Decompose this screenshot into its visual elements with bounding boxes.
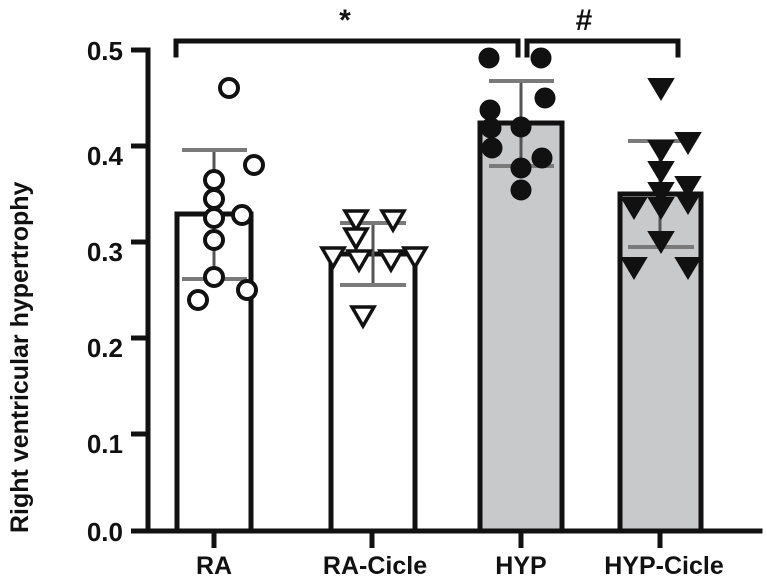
significance-bracket-hash xyxy=(524,38,681,58)
y-axis-title: Right ventricular hypertrophy xyxy=(6,181,34,533)
data-point-hyp-cicle[interactable] xyxy=(647,78,675,101)
data-point-hyp[interactable] xyxy=(510,179,532,201)
x-axis-category-labels: RA RA-Cicle HYP HYP-Cicle xyxy=(196,552,724,579)
data-point-hyp-cicle[interactable] xyxy=(647,182,675,205)
y-tick-label-0.2: 0.2 xyxy=(87,333,123,363)
points-hyp-cicle xyxy=(620,78,702,280)
category-label-ra-cicle: RA-Cicle xyxy=(323,552,427,579)
data-point-hyp-cicle[interactable] xyxy=(674,176,702,199)
data-point-ra[interactable] xyxy=(243,154,265,176)
data-point-ra[interactable] xyxy=(203,169,225,191)
data-point-hyp-cicle[interactable] xyxy=(647,197,675,220)
data-point-hyp-cicle[interactable] xyxy=(647,140,675,163)
data-point-hyp[interactable] xyxy=(481,137,503,159)
category-label-hyp: HYP xyxy=(495,552,546,579)
points-ra-cicle xyxy=(318,209,430,330)
data-point-hyp-cicle[interactable] xyxy=(674,132,702,155)
points-ra xyxy=(187,77,265,311)
y-tick-label-0.5: 0.5 xyxy=(87,36,123,66)
bar-ra-cicle[interactable] xyxy=(328,251,418,534)
data-point-hyp[interactable] xyxy=(530,47,552,69)
y-tick-label-0.4: 0.4 xyxy=(87,141,124,171)
data-point-ra[interactable] xyxy=(203,229,225,251)
data-point-hyp[interactable] xyxy=(480,117,502,139)
data-point-hyp[interactable] xyxy=(510,157,532,179)
data-point-hyp-cicle[interactable] xyxy=(620,257,648,280)
y-axis-tick-labels: 0.5 0.4 0.3 0.2 0.1 0.0 xyxy=(87,36,124,547)
data-point-hyp-cicle[interactable] xyxy=(647,161,675,184)
points-hyp xyxy=(478,47,556,201)
category-label-hyp-cicle: HYP-Cicle xyxy=(604,552,724,579)
data-point-ra-cicle[interactable] xyxy=(318,246,348,271)
data-point-ra-cicle[interactable] xyxy=(378,209,408,234)
significance-label-hash: # xyxy=(576,4,593,37)
data-point-hyp[interactable] xyxy=(478,47,500,69)
data-point-ra-cicle[interactable] xyxy=(341,209,371,234)
data-point-hyp-cicle[interactable] xyxy=(674,192,702,215)
data-point-hyp-cicle[interactable] xyxy=(647,231,675,254)
significance-bracket-star xyxy=(173,38,521,58)
data-point-ra[interactable] xyxy=(231,204,253,226)
data-point-ra[interactable] xyxy=(203,188,225,210)
data-point-ra[interactable] xyxy=(236,279,258,301)
significance-brackets: * # xyxy=(173,4,681,58)
data-point-ra[interactable] xyxy=(187,289,209,311)
data-point-hyp-cicle[interactable] xyxy=(674,257,702,280)
data-point-ra-cicle[interactable] xyxy=(348,305,378,330)
data-point-hyp[interactable] xyxy=(479,99,501,121)
data-point-hyp[interactable] xyxy=(534,87,556,109)
y-tick-label-0.0: 0.0 xyxy=(87,517,123,547)
data-point-hyp-cicle[interactable] xyxy=(620,197,648,220)
y-tick-label-0.1: 0.1 xyxy=(87,429,123,459)
error-bars-group xyxy=(182,79,694,287)
category-label-ra: RA xyxy=(196,552,232,579)
data-point-ra[interactable] xyxy=(203,207,225,229)
significance-label-star: * xyxy=(339,4,351,37)
data-point-ra-cicle[interactable] xyxy=(400,246,430,271)
y-axis-title-text: Right ventricular hypertrophy xyxy=(6,181,34,533)
data-point-ra[interactable] xyxy=(203,266,225,288)
data-point-ra-cicle[interactable] xyxy=(376,249,406,274)
data-point-hyp[interactable] xyxy=(531,147,553,169)
data-point-ra-cicle[interactable] xyxy=(344,249,374,274)
data-point-ra[interactable] xyxy=(218,77,240,99)
data-point-ra-cicle[interactable] xyxy=(341,227,371,252)
y-tick-label-0.3: 0.3 xyxy=(87,237,123,267)
bars-group xyxy=(174,120,704,534)
data-point-hyp[interactable] xyxy=(510,116,532,138)
